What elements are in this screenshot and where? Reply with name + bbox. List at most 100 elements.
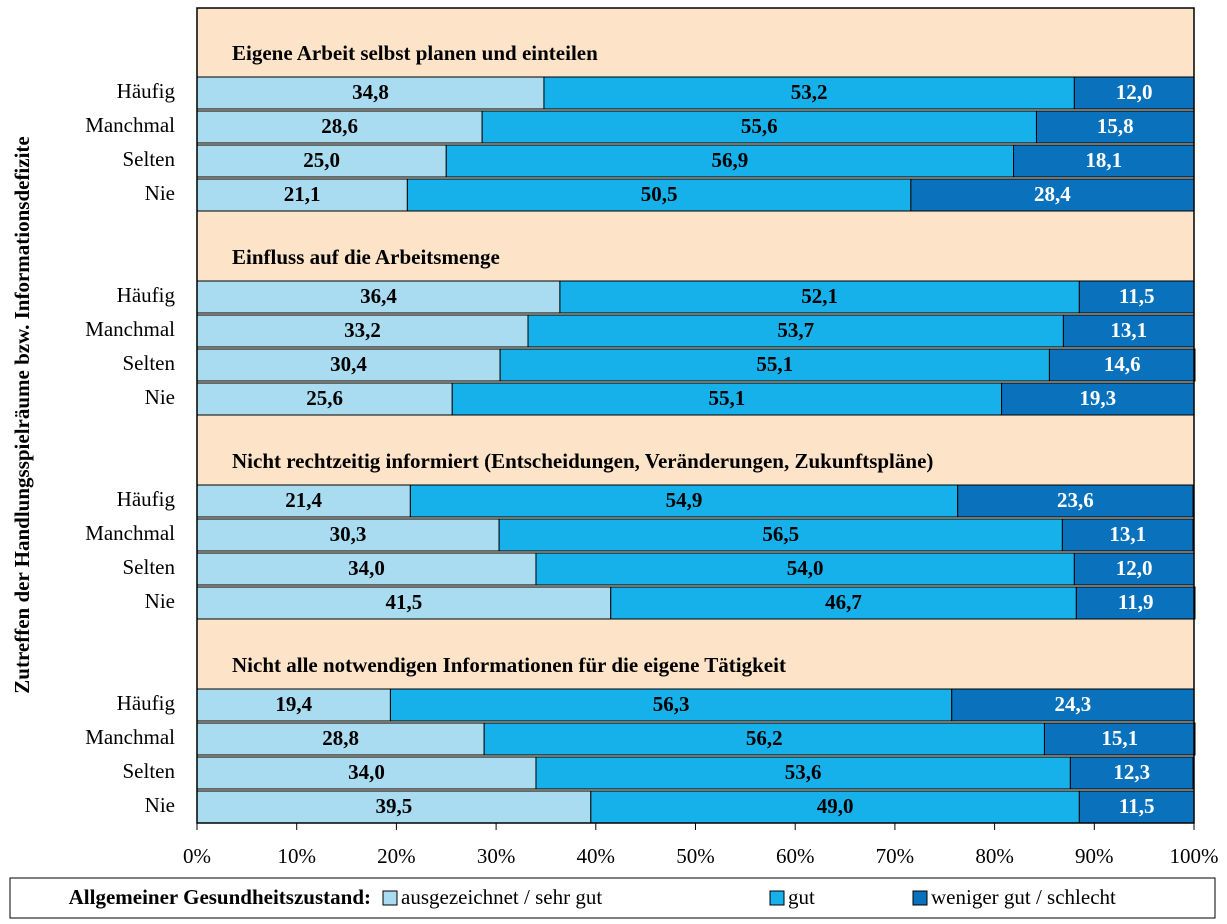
value-label: 54,0 [787,556,824,580]
panel-title: Eigene Arbeit selbst planen und einteile… [232,41,598,65]
value-label: 25,6 [306,386,343,410]
y-tick-label: Häufig [117,79,176,103]
bar-segment [196,756,537,790]
value-label: 30,4 [330,352,367,376]
value-label: 56,9 [712,148,749,172]
value-label: 34,8 [352,80,389,104]
bar-segment [1061,518,1194,552]
y-tick-label: Manchmal [85,317,175,341]
bar-segment [406,178,912,212]
x-tick-label: 70% [876,844,915,868]
value-label: 21,4 [285,488,322,512]
y-tick-label: Selten [123,351,176,375]
value-label: 11,5 [1119,284,1155,308]
y-tick-label: Manchmal [85,725,175,749]
legend-label: gut [788,885,815,909]
x-tick-label: 40% [577,844,616,868]
bar-segment [1043,722,1196,756]
bar-segment [196,586,612,620]
bar-segment [1073,76,1195,110]
value-label: 54,9 [666,488,703,512]
y-tick-label: Häufig [117,691,176,715]
value-label: 39,5 [376,794,413,818]
bar-segment [1001,382,1195,416]
x-tick-label: 0% [183,844,211,868]
legend-box [9,877,1216,919]
x-tick-label: 20% [377,844,416,868]
bar-segment [196,76,545,110]
value-label: 36,4 [360,284,397,308]
value-label: 28,4 [1034,182,1071,206]
value-label: 21,1 [284,182,321,206]
bar-segment [196,348,501,382]
value-label: 12,3 [1113,760,1150,784]
bar-segment [196,314,529,348]
bar-segment [196,110,483,144]
value-label: 53,6 [785,760,822,784]
bar-segment [445,144,1015,178]
y-tick-label: Häufig [117,283,176,307]
bar-segment [499,348,1050,382]
legend-title: Allgemeiner Gesundheitszustand: [69,885,371,909]
legend-swatch [912,890,928,906]
y-tick-label: Nie [145,589,175,613]
value-label: 13,1 [1109,522,1146,546]
bar-segment [451,382,1003,416]
bar-segment [957,484,1194,518]
value-label: 11,9 [1118,590,1154,614]
bar-segment [559,280,1080,314]
bar-segment [196,518,500,552]
value-label: 55,1 [709,386,746,410]
value-label: 12,0 [1116,556,1153,580]
value-label: 34,0 [348,556,385,580]
value-label: 15,1 [1101,726,1138,750]
bar-segment [389,688,953,722]
bar-segment [590,790,1080,824]
value-label: 52,1 [801,284,838,308]
value-label: 28,8 [322,726,359,750]
bar-segment [543,76,1075,110]
value-label: 13,1 [1110,318,1147,342]
value-label: 41,5 [386,590,423,614]
value-label: 15,8 [1097,114,1134,138]
bar-segment [1062,314,1195,348]
value-label: 55,1 [756,352,793,376]
y-tick-label: Selten [123,147,176,171]
x-tick-label: 50% [676,844,715,868]
bar-segment [1048,348,1196,382]
value-label: 25,0 [303,148,340,172]
y-tick-label: Manchmal [85,521,175,545]
x-tick-label: 30% [477,844,516,868]
panel-title: Nicht rechtzeitig informiert (Entscheidu… [232,449,933,473]
value-label: 28,6 [321,114,358,138]
bar-segment [1078,790,1195,824]
value-label: 56,3 [653,692,690,716]
bar-segment [196,280,561,314]
x-tick-label: 100% [1170,844,1219,868]
value-label: 23,6 [1057,488,1094,512]
legend-swatch [769,890,785,906]
bar-segment [535,552,1075,586]
value-label: 12,0 [1116,80,1153,104]
x-tick-label: 90% [1075,844,1114,868]
bar-segment [196,178,408,212]
x-tick-label: 10% [277,844,316,868]
bar-segment [1013,144,1195,178]
y-tick-label: Manchmal [85,113,175,137]
bar-segment [1069,756,1194,790]
bar-segment [196,382,453,416]
value-label: 56,2 [746,726,783,750]
value-label: 34,0 [348,760,385,784]
y-tick-label: Nie [145,793,175,817]
panel-title: Einfluss auf die Arbeitsmenge [232,245,500,269]
bar-segment [498,518,1063,552]
bar-segment [196,484,411,518]
x-tick-label: 60% [776,844,815,868]
y-tick-label: Selten [123,555,176,579]
bar-segment [535,756,1071,790]
value-label: 14,6 [1104,352,1141,376]
value-label: 18,1 [1085,148,1122,172]
bar-segment [196,722,485,756]
value-label: 11,5 [1119,794,1155,818]
value-label: 56,5 [762,522,799,546]
